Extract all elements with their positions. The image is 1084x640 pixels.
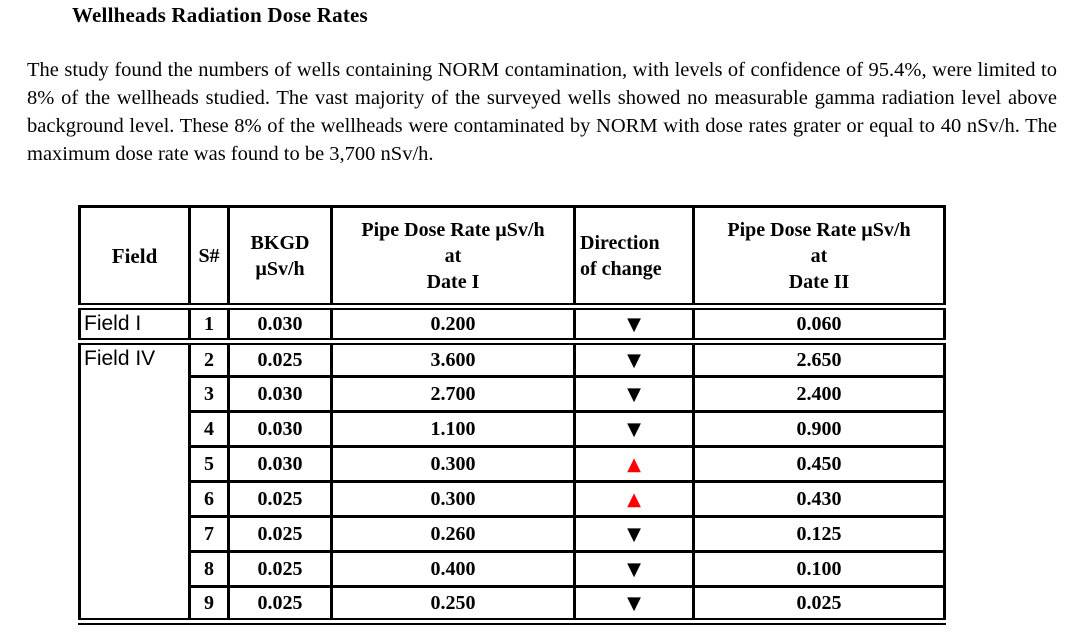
down-triangle-icon: ▼ — [627, 418, 641, 440]
down-triangle-icon: ▼ — [627, 523, 641, 545]
down-triangle-icon: ▼ — [627, 313, 641, 335]
date2-dose-cell: 0.125 — [692, 515, 946, 553]
header-sample-number: S# — [188, 205, 230, 310]
down-triangle-icon: ▼ — [627, 349, 641, 371]
bkgd-value-cell: 0.025 — [227, 550, 333, 588]
sample-number-cell: 4 — [188, 410, 230, 448]
table-header: Field S# BKGD µSv/h Pipe Dose Rate µSv/h… — [78, 205, 946, 310]
header-bkgd: BKGD µSv/h — [227, 205, 333, 310]
bkgd-value-cell: 0.025 — [227, 340, 333, 378]
date1-dose-cell: 0.300 — [330, 480, 576, 518]
table-body: Field I 1 0.030 0.200 ▼ 0.060 Field IV 2 0.025 3.… — [78, 305, 946, 623]
date1-dose-cell: 1.100 — [330, 410, 576, 448]
bkgd-value-cell: 0.030 — [227, 410, 333, 448]
date1-dose-cell: 0.260 — [330, 515, 576, 553]
bkgd-value-cell: 0.025 — [227, 480, 333, 518]
date1-dose-cell: 0.400 — [330, 550, 576, 588]
date1-dose-cell: 0.300 — [330, 445, 576, 483]
date1-dose-cell: 0.200 — [330, 305, 576, 345]
sample-number-cell: 1 — [188, 305, 230, 345]
header-pipe-dose-date2: Pipe Dose Rate µSv/h at Date II — [692, 205, 946, 310]
sample-number-cell: 5 — [188, 445, 230, 483]
header-field: Field — [78, 205, 191, 310]
bkgd-value-cell: 0.030 — [227, 305, 333, 345]
page-title: Wellheads Radiation Dose Rates — [72, 3, 368, 27]
date2-dose-cell: 0.900 — [692, 410, 946, 448]
date2-dose-cell: 0.060 — [692, 305, 946, 345]
direction-cell: ▼ — [573, 340, 695, 378]
down-triangle-icon: ▼ — [627, 383, 641, 405]
date2-dose-cell: 0.450 — [692, 445, 946, 483]
bkgd-value-cell: 0.025 — [227, 585, 333, 623]
down-triangle-icon: ▼ — [627, 558, 641, 580]
field-name-cell: Field I — [78, 305, 191, 345]
date1-dose-cell: 3.600 — [330, 340, 576, 378]
date2-dose-cell: 0.100 — [692, 550, 946, 588]
table-row: Field IV 2 0.025 3.600 ▼ 2.650 — [78, 340, 946, 623]
direction-cell: ▲ — [573, 480, 695, 518]
down-triangle-icon: ▼ — [627, 592, 641, 614]
date2-dose-cell: 2.650 — [692, 340, 946, 378]
date2-dose-cell: 0.025 — [692, 585, 946, 623]
direction-cell: ▼ — [573, 375, 695, 413]
date1-dose-cell: 0.250 — [330, 585, 576, 623]
sample-number-cell: 3 — [188, 375, 230, 413]
header-direction-of-change: Direction of change — [573, 205, 695, 310]
sample-number-cell: 8 — [188, 550, 230, 588]
table-row: 7 0.025 0.260 ▼ 0.125 — [80, 515, 946, 553]
sample-number-cell: 9 — [188, 585, 230, 623]
table-row: 5 0.030 0.300 ▲ 0.450 — [80, 445, 946, 483]
bkgd-value-cell: 0.025 — [227, 515, 333, 553]
table-row: 9 0.025 0.250 ▼ 0.025 — [80, 585, 946, 623]
direction-cell: ▼ — [573, 515, 695, 553]
field-name-cell: Field IV — [78, 340, 191, 623]
sample-number-cell: 2 — [188, 340, 230, 378]
header-pipe-dose-date1: Pipe Dose Rate µSv/h at Date I — [330, 205, 576, 310]
table-row: 6 0.025 0.300 ▲ 0.430 — [80, 480, 946, 518]
direction-cell: ▼ — [573, 305, 695, 345]
date2-dose-cell: 0.430 — [692, 480, 946, 518]
bkgd-value-cell: 0.030 — [227, 445, 333, 483]
table-row: 8 0.025 0.400 ▼ 0.100 — [80, 550, 946, 588]
sample-number-cell: 7 — [188, 515, 230, 553]
date2-dose-cell: 2.400 — [692, 375, 946, 413]
up-triangle-icon: ▲ — [627, 488, 641, 510]
table-row: 3 0.030 2.700 ▼ 2.400 — [80, 375, 946, 413]
table-row: 4 0.030 1.100 ▼ 0.900 — [80, 410, 946, 448]
table-row: Field I 1 0.030 0.200 ▼ 0.060 — [78, 305, 946, 345]
direction-cell: ▲ — [573, 445, 695, 483]
dose-rate-table: Field S# BKGD µSv/h Pipe Dose Rate µSv/h… — [78, 205, 946, 625]
bkgd-value-cell: 0.030 — [227, 375, 333, 413]
body-paragraph: The study found the numbers of wells con… — [27, 59, 1057, 165]
direction-cell: ▼ — [573, 410, 695, 448]
direction-cell: ▼ — [573, 550, 695, 588]
up-triangle-icon: ▲ — [627, 453, 641, 475]
date1-dose-cell: 2.700 — [330, 375, 576, 413]
direction-cell: ▼ — [573, 585, 695, 623]
sample-number-cell: 6 — [188, 480, 230, 518]
header-row: Field S# BKGD µSv/h Pipe Dose Rate µSv/h… — [78, 205, 946, 310]
